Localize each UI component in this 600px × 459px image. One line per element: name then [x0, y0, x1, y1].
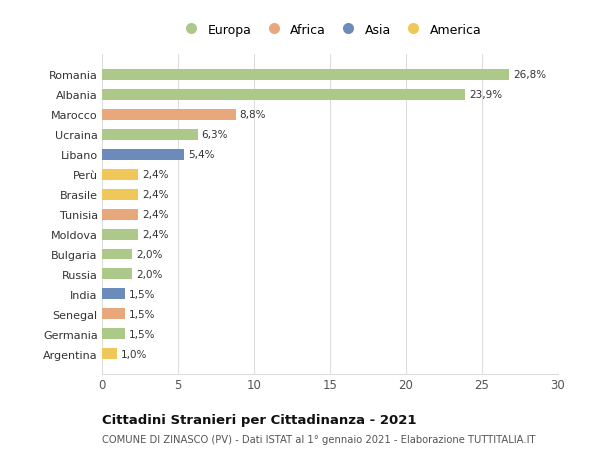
Text: 1,0%: 1,0%: [121, 349, 148, 359]
Text: 1,5%: 1,5%: [128, 289, 155, 299]
Text: 5,4%: 5,4%: [188, 150, 214, 160]
Bar: [102, 149, 184, 160]
Text: 2,4%: 2,4%: [142, 210, 169, 219]
Bar: [102, 229, 139, 240]
Bar: [102, 249, 133, 260]
Text: 2,4%: 2,4%: [142, 170, 169, 180]
Bar: [102, 169, 139, 180]
Text: 1,5%: 1,5%: [128, 309, 155, 319]
Bar: [102, 90, 465, 101]
Bar: [102, 189, 139, 200]
Text: 1,5%: 1,5%: [128, 329, 155, 339]
Bar: [102, 309, 125, 320]
Text: 6,3%: 6,3%: [202, 130, 228, 140]
Bar: [102, 329, 125, 340]
Bar: [102, 129, 198, 140]
Text: COMUNE DI ZINASCO (PV) - Dati ISTAT al 1° gennaio 2021 - Elaborazione TUTTITALIA: COMUNE DI ZINASCO (PV) - Dati ISTAT al 1…: [102, 434, 536, 444]
Text: Cittadini Stranieri per Cittadinanza - 2021: Cittadini Stranieri per Cittadinanza - 2…: [102, 413, 416, 426]
Text: 2,4%: 2,4%: [142, 230, 169, 240]
Text: 26,8%: 26,8%: [513, 70, 546, 80]
Bar: [102, 269, 133, 280]
Bar: [102, 209, 139, 220]
Text: 23,9%: 23,9%: [469, 90, 502, 100]
Bar: [102, 349, 117, 359]
Text: 2,0%: 2,0%: [136, 269, 163, 280]
Bar: [102, 70, 509, 80]
Text: 2,0%: 2,0%: [136, 249, 163, 259]
Text: 8,8%: 8,8%: [239, 110, 266, 120]
Bar: [102, 289, 125, 300]
Bar: [102, 109, 236, 120]
Text: 2,4%: 2,4%: [142, 190, 169, 200]
Legend: Europa, Africa, Asia, America: Europa, Africa, Asia, America: [175, 20, 485, 40]
